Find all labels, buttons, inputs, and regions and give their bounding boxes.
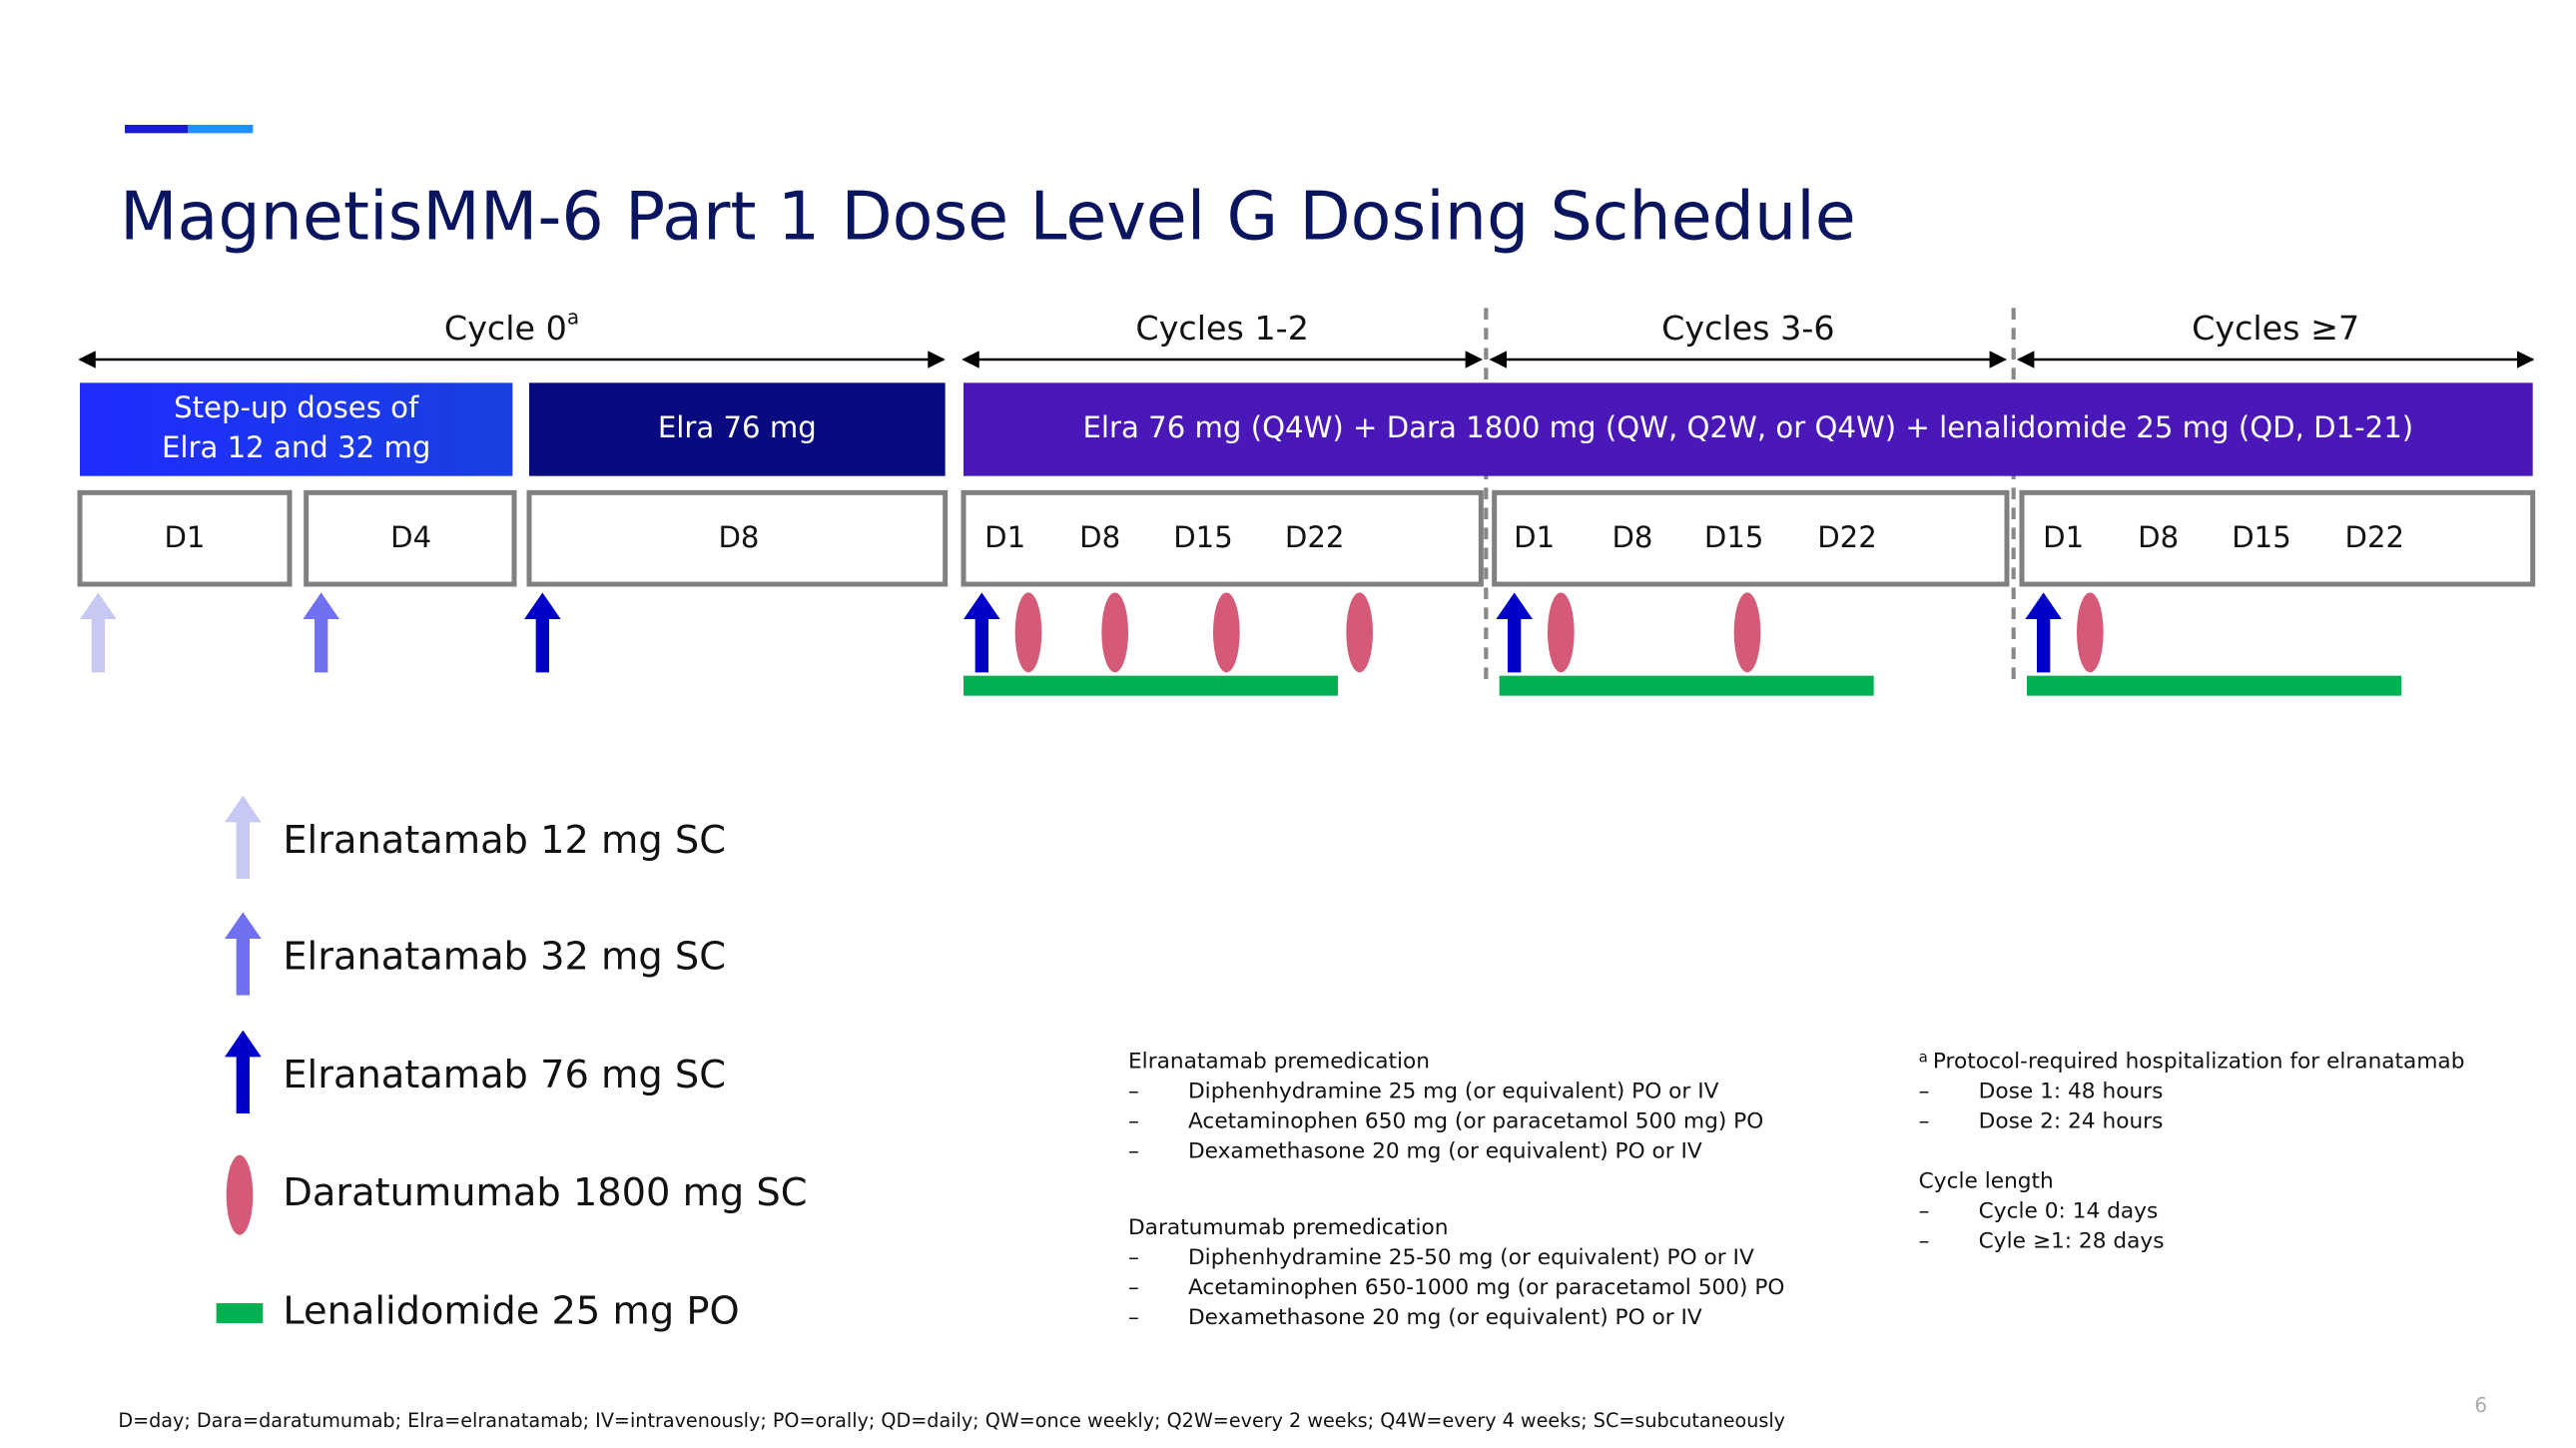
bullet: – — [1919, 1198, 1930, 1223]
dose-arrow — [964, 592, 1000, 673]
note-heading: Cycle length — [1919, 1168, 2054, 1193]
day-label: D15 — [1704, 520, 1764, 554]
legend-label: Elranatamab 32 mg SC — [283, 935, 726, 980]
note-item: Dexamethasone 20 mg (or equivalent) PO o… — [1188, 1138, 1702, 1163]
note-item: Cyle ≥1: 28 days — [1979, 1228, 2165, 1253]
cycle-label-text: Cycles 3-6 — [1661, 309, 1834, 348]
dose-arrow — [2025, 592, 2062, 673]
dose-arrow — [303, 592, 339, 673]
bullet: – — [1128, 1275, 1139, 1300]
note-heading-text: Daratumumab premedication — [1128, 1215, 1449, 1240]
note-heading: Daratumumab premedication — [1128, 1215, 1449, 1240]
dose-arrow — [1496, 592, 1533, 673]
cycle-label: Cycles 3-6 — [1661, 309, 1834, 348]
day-label: D8 — [1079, 520, 1120, 554]
day-box — [526, 489, 949, 587]
note-heading-text: Protocol-required hospitalization for el… — [1933, 1049, 2465, 1074]
cycle-label: Cycles ≥7 — [2192, 309, 2359, 348]
regimen-label: Elra 12 and 32 mg — [162, 430, 430, 464]
day-box — [304, 489, 517, 587]
note-heading: a Protocol-required hospitalization for e… — [1919, 1048, 2465, 1075]
footnote: D=day; Dara=daratumumab; Elra=elranatama… — [118, 1409, 1785, 1432]
day-label: D1 — [1514, 520, 1555, 554]
note-item: Dose 2: 24 hours — [1979, 1108, 2164, 1133]
day-label: D1 — [984, 520, 1025, 554]
superscript: a — [1919, 1048, 1928, 1066]
day-label: D15 — [1173, 520, 1233, 554]
day-label: D15 — [2232, 520, 2291, 554]
title: MagnetisMM-6 Part 1 Dose Level G Dosing … — [120, 178, 1856, 256]
dose-arrow — [225, 912, 262, 996]
day-label: D22 — [1817, 520, 1877, 554]
dara-dose — [226, 1154, 254, 1235]
bullet: – — [1919, 1079, 1930, 1103]
regimen-label: Elra 76 mg (Q4W) + Dara 1800 mg (QW, Q2W… — [1083, 410, 2414, 444]
day-label: D1 — [2043, 520, 2084, 554]
cycle-label-text: Cycle 0 — [444, 309, 567, 348]
lenalidomide-bar — [2027, 675, 2401, 696]
day-box — [2019, 489, 2536, 587]
day-box — [1492, 489, 2010, 587]
note-item: Diphenhydramine 25-50 mg (or equivalent)… — [1188, 1245, 1754, 1270]
cycle-label-text: Cycles 1-2 — [1135, 309, 1308, 348]
accent-bar — [125, 125, 189, 134]
bullet: – — [1919, 1108, 1930, 1133]
note-item: Cycle 0: 14 days — [1979, 1198, 2159, 1223]
day-label: D8 — [2138, 520, 2179, 554]
superscript: a — [567, 305, 579, 329]
regimen-box — [964, 382, 2533, 476]
note-item: Dose 1: 48 hours — [1979, 1079, 2164, 1103]
regimen-label: Step-up doses of — [174, 390, 419, 424]
regimen-box — [80, 382, 513, 476]
dara-dose — [1101, 592, 1128, 673]
day-label: D8 — [1611, 520, 1652, 554]
legend-label: Elranatamab 12 mg SC — [283, 818, 726, 863]
dose-arrow — [225, 1030, 262, 1113]
day-label: D8 — [718, 520, 759, 554]
bullet: – — [1128, 1138, 1139, 1163]
dose-arrow — [524, 592, 561, 673]
regimen-label: Elra 76 mg — [658, 410, 817, 444]
note-item: Dexamethasone 20 mg (or equivalent) PO o… — [1188, 1305, 1702, 1330]
legend-label: Elranatamab 76 mg SC — [283, 1053, 726, 1097]
note-heading: Elranatamab premedication — [1128, 1049, 1430, 1074]
dose-arrow — [225, 795, 262, 879]
page-number: 6 — [2474, 1393, 2487, 1417]
lenalidomide-bar — [964, 675, 1338, 696]
day-label: D1 — [164, 520, 205, 554]
dara-dose — [2077, 592, 2104, 673]
cycle-label: Cycles 1-2 — [1135, 309, 1308, 348]
bullet: – — [1128, 1108, 1139, 1133]
day-label: D22 — [1285, 520, 1345, 554]
bullet: – — [1128, 1305, 1139, 1330]
dara-dose — [1014, 592, 1042, 673]
lenalidomide-bar — [1499, 675, 1874, 696]
day-label: D22 — [2345, 520, 2405, 554]
bullet: – — [1128, 1245, 1139, 1270]
legend-label: Lenalidomide 25 mg PO — [283, 1289, 739, 1334]
note-heading-text: Elranatamab premedication — [1128, 1049, 1430, 1074]
day-box — [77, 489, 293, 587]
cycle-label-text: Cycles ≥7 — [2192, 309, 2359, 348]
dara-dose — [1548, 592, 1575, 673]
bullet: – — [1128, 1079, 1139, 1103]
dara-dose — [1346, 592, 1373, 673]
dara-dose — [1733, 592, 1761, 673]
note-item: Acetaminophen 650 mg (or paracetamol 500… — [1188, 1108, 1763, 1133]
legend-label: Daratumumab 1800 mg SC — [283, 1170, 807, 1215]
day-box — [961, 489, 1484, 587]
note-item: Acetaminophen 650-1000 mg (or paracetamo… — [1188, 1275, 1784, 1300]
dose-arrow — [80, 592, 117, 673]
bullet: – — [1919, 1228, 1930, 1253]
day-label: D4 — [390, 520, 431, 554]
dara-dose — [1213, 592, 1240, 673]
note-item: Diphenhydramine 25 mg (or equivalent) PO… — [1188, 1079, 1719, 1103]
accent-bar — [188, 125, 254, 134]
cycle-label: Cycle 0a — [444, 305, 579, 348]
regimen-box — [529, 382, 946, 476]
note-heading-text: Cycle length — [1919, 1168, 2054, 1193]
lenalidomide-bar — [216, 1303, 264, 1323]
